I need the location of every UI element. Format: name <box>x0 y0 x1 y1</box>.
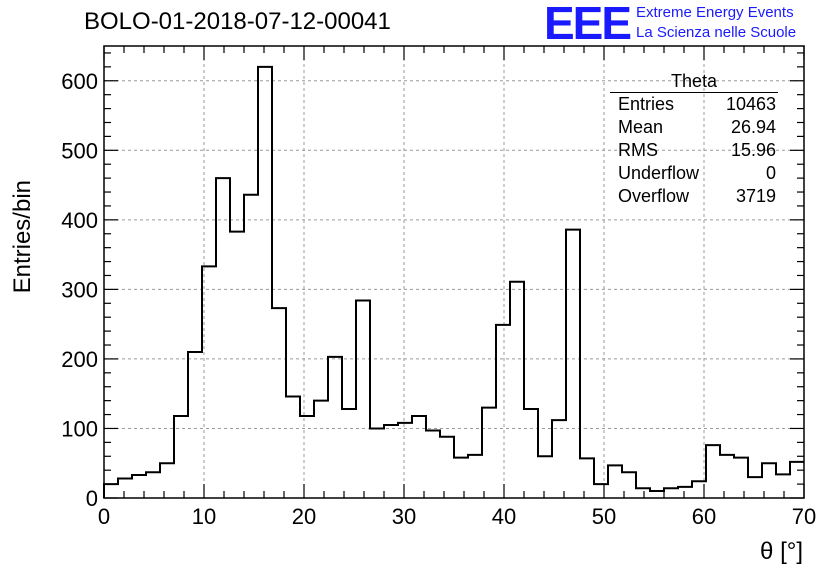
stats-value: 15.96 <box>730 140 776 160</box>
y-tick-label: 100 <box>61 416 98 441</box>
histogram-bin <box>174 416 188 498</box>
stats-row-overflow: Overflow 3719 <box>610 185 778 208</box>
histogram-bin <box>328 357 342 498</box>
stats-value: 3719 <box>735 186 776 206</box>
stats-value: 10463 <box>725 94 776 114</box>
histogram-bin <box>650 491 664 498</box>
tick-labels: 0 10 20 30 40 50 60 70 0 100 200 300 400 500 600 <box>61 69 816 529</box>
histogram-bin <box>342 409 356 498</box>
histogram-bin <box>636 488 650 498</box>
x-tick-label: 20 <box>292 504 316 529</box>
histogram-bin <box>300 416 314 498</box>
histogram-bin <box>510 282 524 498</box>
x-axis-label: θ [°] <box>760 538 803 565</box>
stats-box: Theta Entries 10463 Mean 26.94 RMS 15.96… <box>610 72 778 208</box>
histogram-bin <box>538 456 552 498</box>
y-tick-label: 0 <box>86 486 98 511</box>
histogram-bin <box>496 325 510 498</box>
histogram-bin <box>776 474 790 498</box>
grid-lines <box>104 46 804 498</box>
histogram-bin <box>608 465 622 498</box>
histogram-bin <box>580 458 594 498</box>
histogram-bin <box>412 416 426 498</box>
chart-title: BOLO-01-2018-07-12-00041 <box>84 8 391 35</box>
stats-row-entries: Entries 10463 <box>610 93 778 116</box>
y-tick-label: 400 <box>61 208 98 233</box>
histogram-bin <box>370 428 384 498</box>
x-tick-label: 50 <box>592 504 616 529</box>
stats-label: Overflow <box>618 186 690 206</box>
histogram-bin <box>790 462 804 498</box>
histogram-bin <box>426 431 440 498</box>
stats-label: RMS <box>618 140 658 160</box>
eee-logo: EEE <box>544 0 632 49</box>
y-tick-label: 500 <box>61 138 98 163</box>
histogram-bin <box>146 472 160 498</box>
y-tick-label: 300 <box>61 277 98 302</box>
stats-label: Entries <box>618 94 675 114</box>
histogram-bin <box>398 423 412 498</box>
histogram-bin <box>524 409 538 498</box>
histogram-bin <box>216 178 230 498</box>
histogram-bin <box>720 455 734 498</box>
histogram-bin <box>202 266 216 498</box>
histogram-bin <box>678 487 692 498</box>
histogram-bin <box>734 458 748 498</box>
y-axis-label: Entries/bin <box>9 180 36 293</box>
stats-value: 0 <box>765 163 776 183</box>
y-tick-label: 200 <box>61 347 98 372</box>
x-tick-label: 70 <box>792 504 816 529</box>
histogram-bin <box>160 463 174 498</box>
histogram-bars <box>103 65 804 498</box>
stats-title: Theta <box>610 72 778 93</box>
histogram-outline <box>103 65 804 498</box>
histogram-bin <box>314 401 328 498</box>
x-tick-label: 10 <box>192 504 216 529</box>
logo-text-line2: La Scienza nelle Scuole <box>636 24 797 41</box>
histogram-bin <box>664 488 678 498</box>
histogram-bin <box>454 458 468 498</box>
histogram-bin <box>258 67 272 498</box>
histogram-bin <box>440 437 454 498</box>
x-tick-label: 40 <box>492 504 516 529</box>
histogram-bin <box>188 352 202 498</box>
stats-row-mean: Mean 26.94 <box>610 116 778 139</box>
histogram-bin <box>286 396 300 498</box>
histogram-bin <box>104 484 118 498</box>
histogram-bin <box>482 408 496 498</box>
x-tick-label: 30 <box>392 504 416 529</box>
x-tick-label: 60 <box>692 504 716 529</box>
stats-label: Mean <box>618 117 664 137</box>
axis-ticks <box>103 46 805 499</box>
histogram-bin <box>748 477 762 498</box>
histogram-bin <box>594 484 608 498</box>
logo-text-line1: Extreme Energy Events <box>636 4 794 21</box>
histogram-bin <box>356 301 370 498</box>
stats-row-underflow: Underflow 0 <box>610 162 778 185</box>
histogram-bin <box>552 420 566 498</box>
x-tick-label: 0 <box>98 504 110 529</box>
stats-value: 26.94 <box>730 117 776 137</box>
stats-label: Underflow <box>618 163 700 183</box>
histogram-bin <box>230 232 244 498</box>
histogram-bin <box>272 308 286 498</box>
y-tick-label: 600 <box>61 69 98 94</box>
histogram-bin <box>384 425 398 498</box>
histogram-bin <box>118 479 132 498</box>
stats-row-rms: RMS 15.96 <box>610 139 778 162</box>
histogram-bin <box>706 445 720 498</box>
plot-frame <box>103 45 805 499</box>
histogram-bin <box>244 195 258 498</box>
histogram-bin <box>566 230 580 498</box>
histogram-bin <box>468 455 482 498</box>
